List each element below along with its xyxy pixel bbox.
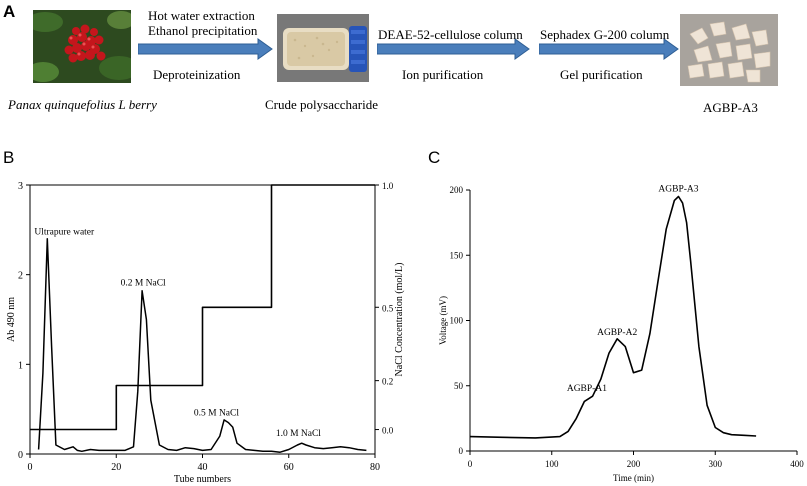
step2-below: Ion purification [402,67,484,82]
y2-axis-label: NaCl Concentration (mol/L) [394,263,405,377]
panel-letter-b: B [3,148,15,167]
step3-above: Sephadex G-200 column [540,27,670,42]
peak-annotation-1: AGBP-A2 [597,328,637,338]
y-tick-label: 200 [450,185,464,195]
y-tick-label: 2 [18,271,23,282]
chart-b: 0 20 40 60 80 0 1 2 3 0.0 0.2 0.5 1.0 Tube numbers Ab … [6,181,405,485]
process-arrow-1 [138,38,273,60]
nacl-gradient-line [30,184,375,431]
x-tick-label: 20 [111,462,121,473]
peak-annotation-2: AGBP-A3 [658,184,698,194]
peak-annotation-0: Ultrapure water [34,227,95,237]
y-tick-label: 100 [450,316,464,326]
y-tick-label: 0 [18,450,23,461]
process-arrow-2 [377,38,530,60]
y-axis-label: Voltage (mV) [438,296,448,345]
y2-tick-label: 1.0 [382,181,394,191]
berry-photo [33,10,131,83]
y-tick-label: 3 [18,181,23,192]
chromatogram-line [469,195,757,439]
step1-line1: Hot water extraction [148,8,255,23]
y2-tick-label: 0.0 [382,426,394,436]
peak-annotation-1: 0.2 M NaCl [121,278,166,288]
x-tick-label: 400 [790,459,804,469]
peak-annotation-0: AGBP-A1 [567,384,607,394]
x-tick-label: 0 [468,459,473,469]
x-tick-label: 300 [709,459,723,469]
y-tick-label: 0 [459,446,464,456]
x-tick-label: 80 [370,462,380,473]
y2-tick-label: 0.2 [382,377,393,387]
peak-annotation-3: 1.0 M NaCl [276,429,321,439]
x-tick-label: 200 [627,459,641,469]
y-tick-label: 1 [18,360,23,371]
crude-polysaccharide-photo [277,14,369,82]
x-tick-label: 100 [545,459,559,469]
step2-above: DEAE-52-cellulose column [378,27,523,42]
peak-annotation-2: 0.5 M NaCl [194,408,239,418]
process-arrow-3 [539,38,679,60]
agbp-a3-photo [680,14,778,86]
x-tick-label: 0 [28,462,33,473]
y-tick-label: 50 [454,381,464,391]
step1-line2: Ethanol precipitation [148,23,258,38]
y-tick-label: 150 [450,250,464,260]
x-tick-label: 40 [198,462,208,473]
absorbance-line [37,238,367,453]
panel-letter-a: A [3,2,16,21]
x-axis-label: Time (min) [613,473,654,483]
y2-tick-label: 0.5 [382,303,394,313]
x-axis-label: Tube numbers [174,474,231,485]
caption-final: AGBP-A3 [703,100,758,115]
chart-c: 0 100 200 300 400 0 50 100 150 200 Time (min) Volta… [438,184,804,483]
caption-berry: Panax quinquefolius L berry [8,97,157,112]
panel-letter-c: C [428,148,441,167]
caption-crude: Crude polysaccharide [265,97,378,112]
x-tick-label: 60 [284,462,294,473]
y-axis-label: Ab 490 nm [6,297,17,342]
step3-below: Gel purification [560,67,643,82]
step1-below: Deproteinization [153,67,241,82]
